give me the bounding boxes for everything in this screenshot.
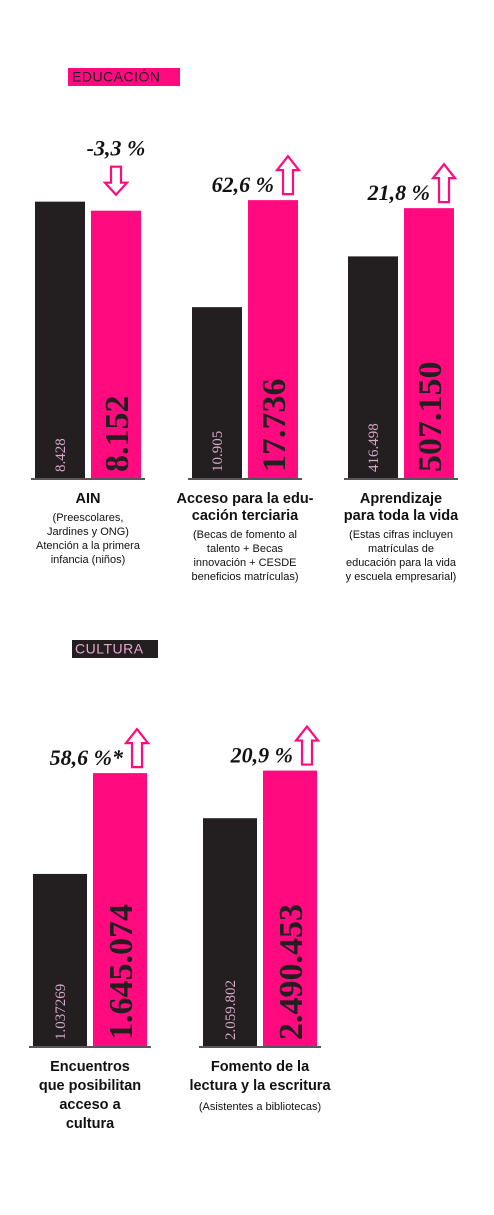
bar [91, 210, 141, 478]
bar [348, 256, 398, 478]
change-label: 58,6 %* [50, 745, 124, 770]
section-badge [68, 68, 180, 86]
bar [203, 818, 257, 1046]
bar [93, 773, 147, 1046]
value-label: 416.498 [366, 423, 382, 472]
chart-title: cultura [66, 1116, 115, 1132]
value-label: 2.059.802 [223, 980, 239, 1040]
chart-title: para toda la vida [344, 508, 459, 524]
chart-subtitle: innovación + CESDE [193, 557, 296, 569]
change-label: 20,9 % [230, 743, 293, 768]
chart-subtitle: Atención a la primera [36, 540, 141, 552]
value-label: 17.736 [256, 379, 293, 473]
value-label: 507.150 [412, 362, 449, 473]
chart-subtitle: infancia (niños) [51, 554, 126, 566]
chart-subtitle: (Preescolares, [53, 512, 124, 524]
value-label: 1.645.074 [103, 904, 140, 1040]
chart-title: AIN [76, 491, 101, 507]
chart-subtitle: (Asistentes a bibliotecas) [199, 1101, 321, 1113]
bar [404, 208, 454, 478]
chart-subtitle: y escuela empresarial) [346, 571, 457, 583]
value-label: 10.905 [210, 431, 226, 472]
chart-title: que posibilitan [39, 1078, 141, 1094]
value-label: 2.490.453 [273, 904, 310, 1040]
bar [263, 770, 317, 1046]
change-arrow [430, 162, 458, 204]
change-arrow [102, 165, 130, 197]
chart-title: Acceso para la edu- [177, 491, 314, 507]
section-label: EDUCACIÓN [72, 69, 161, 85]
chart-subtitle: (Becas de fomento al [193, 529, 297, 541]
section-label: CULTURA [75, 641, 144, 657]
value-label: 1.037269 [53, 984, 69, 1040]
chart-subtitle: talento + Becas [207, 543, 284, 555]
bar [248, 200, 298, 479]
bar [33, 873, 87, 1046]
chart-title: lectura y la escritura [189, 1078, 331, 1094]
chart-subtitle: Jardines y ONG) [47, 526, 129, 538]
chart-subtitle: beneficios matrículas) [192, 571, 299, 583]
change-label: 21,8 % [367, 180, 430, 205]
chart-title: acceso a [59, 1097, 121, 1113]
change-arrow [123, 727, 151, 769]
bar [192, 307, 242, 478]
section-badge [72, 640, 158, 658]
change-label: -3,3 % [87, 136, 146, 161]
bar [35, 201, 85, 478]
chart-subtitle: (Estas cifras incluyen [349, 529, 453, 541]
value-label: 8.428 [53, 438, 69, 472]
chart-title: cación terciaria [192, 508, 299, 524]
chart-subtitle: educación para la vida [346, 557, 457, 569]
chart-title: Fomento de la [211, 1059, 310, 1075]
value-label: 8.152 [99, 396, 136, 473]
chart-subtitle: matrículas de [368, 543, 434, 555]
change-arrow [293, 724, 321, 766]
change-label: 62,6 % [212, 172, 274, 197]
chart-title: Encuentros [50, 1059, 130, 1075]
chart-title: Aprendizaje [360, 491, 442, 507]
change-arrow [274, 154, 302, 196]
